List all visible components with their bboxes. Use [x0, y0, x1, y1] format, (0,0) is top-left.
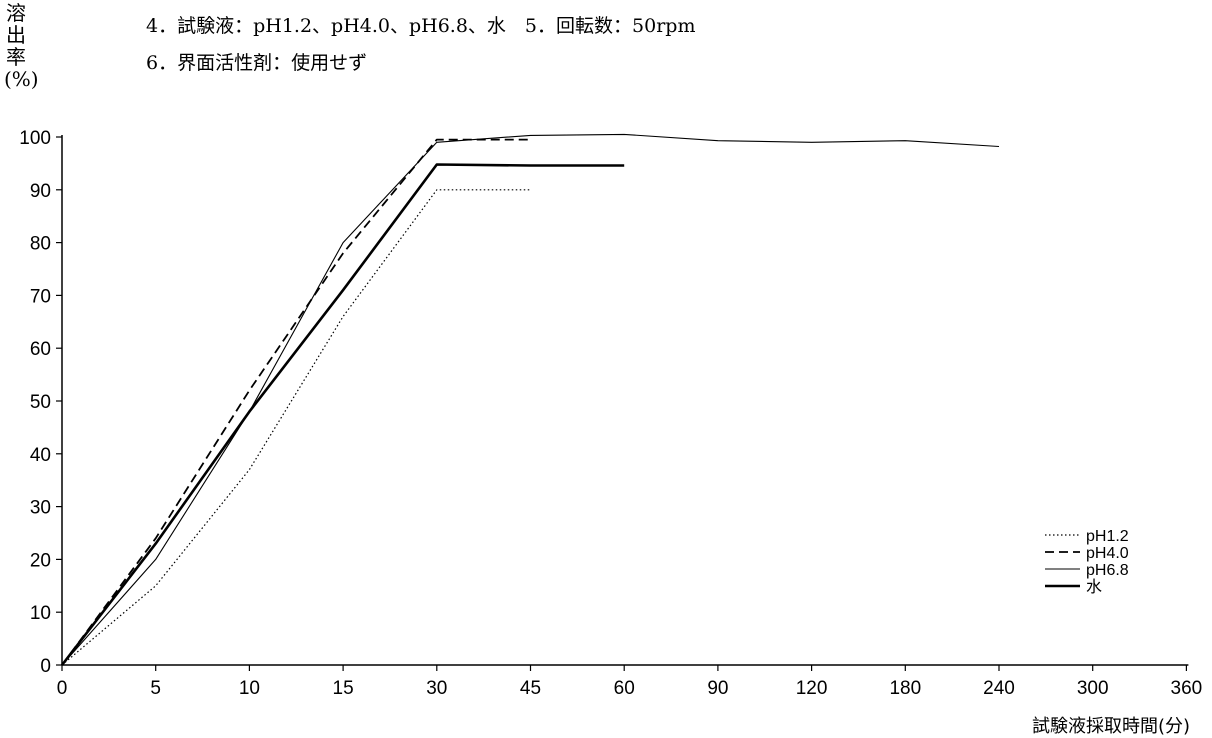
chart-series-lines: [60, 133, 1000, 666]
x-tick-label: 0: [57, 678, 68, 699]
series-line-pH1.2: [61, 189, 531, 666]
x-tick-label: 90: [707, 678, 728, 699]
y-tick-label: 90: [30, 181, 51, 202]
chart-tick-labels: 0 5 10 15 30 45 60 90 120 180 240 300 360 0 10 20 30 40 50…: [19, 128, 1202, 699]
y-tick-label: 50: [30, 392, 51, 413]
chart-axes: [56, 135, 1189, 671]
x-tick-label: 300: [1077, 678, 1109, 699]
x-tick-label: 360: [1171, 678, 1203, 699]
x-tick-label: 180: [889, 678, 921, 699]
legend-label: pH6.8: [1086, 562, 1129, 579]
x-axis-label: 試験液採取時間(分): [1032, 716, 1190, 737]
series-line-pH6.8: [61, 133, 1000, 666]
series-line-pH4.0: [61, 138, 531, 666]
test-condition-line-2: 6．界面活性剤：使用せず: [146, 52, 368, 74]
x-tick-label: 240: [983, 678, 1015, 699]
y-tick-label: 70: [30, 286, 51, 307]
y-tick-label: 60: [30, 339, 51, 360]
legend-label: pH1.2: [1086, 528, 1129, 545]
series-line-水: [60, 163, 625, 666]
x-tick-label: 60: [614, 678, 635, 699]
legend-label: pH4.0: [1086, 545, 1129, 562]
x-tick-label: 10: [239, 678, 260, 699]
x-tick-label: 45: [520, 678, 541, 699]
y-tick-label: 40: [30, 445, 51, 466]
y-tick-label: 100: [19, 128, 51, 149]
x-tick-label: 30: [426, 678, 447, 699]
y-tick-label: 80: [30, 234, 51, 255]
y-axis-label-char: 出: [6, 23, 26, 47]
y-tick-label: 10: [30, 603, 51, 624]
y-tick-label: 0: [40, 656, 51, 677]
y-axis-label-char: 溶: [6, 1, 26, 25]
x-tick-label: 5: [150, 678, 161, 699]
x-tick-label: 15: [333, 678, 354, 699]
legend-label: 水: [1086, 578, 1102, 596]
y-tick-label: 20: [30, 550, 51, 571]
x-tick-label: 120: [796, 678, 828, 699]
y-axis-label-char: 率: [6, 45, 26, 69]
y-tick-label: 30: [30, 498, 51, 519]
test-condition-line-1: 4．試験液：pH1.2、pH4.0、pH6.8、水 5．回転数：50rpm: [146, 15, 696, 37]
